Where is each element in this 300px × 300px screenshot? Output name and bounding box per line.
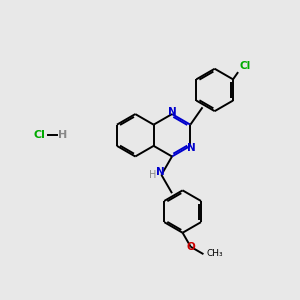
Text: O: O <box>187 242 196 252</box>
Text: Cl: Cl <box>240 61 251 70</box>
Text: H: H <box>58 130 67 140</box>
Text: N: N <box>156 167 164 177</box>
Text: H: H <box>149 170 157 180</box>
Text: N: N <box>168 107 176 117</box>
Text: Cl: Cl <box>34 130 46 140</box>
Text: CH₃: CH₃ <box>207 249 224 258</box>
Text: N: N <box>188 143 196 153</box>
